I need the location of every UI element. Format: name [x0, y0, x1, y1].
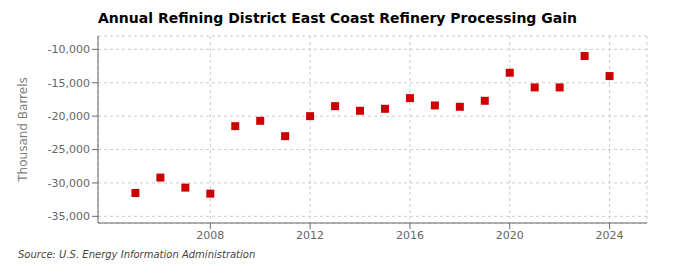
- svg-text:-10,000: -10,000: [48, 43, 90, 56]
- svg-text:-25,000: -25,000: [48, 143, 90, 156]
- svg-text:-20,000: -20,000: [48, 110, 90, 123]
- svg-text:2016: 2016: [396, 229, 424, 242]
- svg-text:-15,000: -15,000: [48, 77, 90, 90]
- svg-text:Thousand Barrels: Thousand Barrels: [16, 77, 30, 182]
- svg-text:2012: 2012: [296, 229, 324, 242]
- html-text:Source: U.S. Energy Informatio: Source: U.S. Energy Information Administ…: [18, 249, 256, 260]
- svg-text:-30,000: -30,000: [48, 177, 90, 190]
- html-text:Annual Refining District East: Annual Refining District East Coast Refi…: [98, 10, 577, 26]
- svg-text:-35,000: -35,000: [48, 210, 90, 223]
- svg-text:2008: 2008: [196, 229, 224, 242]
- svg-text:2020: 2020: [496, 229, 524, 242]
- svg-text:2024: 2024: [596, 229, 624, 242]
